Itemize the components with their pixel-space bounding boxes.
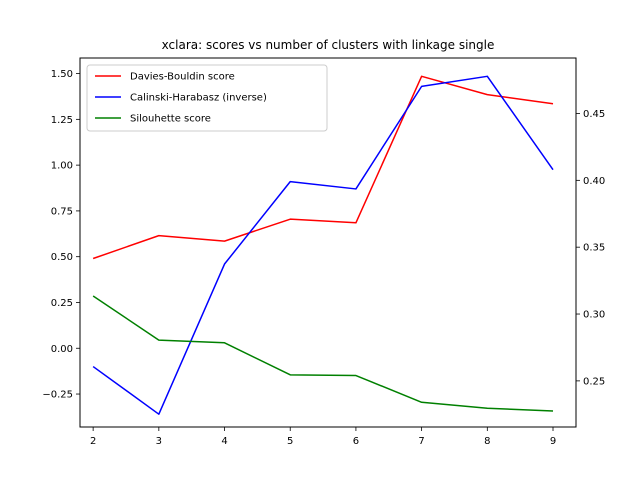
right-tick-label: 0.45: [583, 109, 605, 120]
legend-label: Davies-Bouldin score: [130, 72, 235, 83]
right-y-axis: 0.25 0.30 0.35 0.40 0.45: [576, 109, 605, 387]
left-tick-label: 1.50: [51, 69, 73, 80]
x-tick-label: 3: [156, 436, 162, 447]
legend: Davies-Bouldin score Calinski-Harabasz (i…: [86, 64, 328, 132]
legend-label: Silouhette score: [130, 114, 211, 125]
chart-title: xclara: scores vs number of clusters wit…: [162, 38, 495, 52]
right-tick-label: 0.35: [583, 243, 605, 254]
series-layer: [92, 75, 554, 415]
series-line-3: [92, 295, 554, 412]
left-tick-label: 1.25: [51, 115, 73, 126]
right-tick-label: 0.40: [583, 176, 605, 187]
plot-frame: [79, 57, 577, 428]
left-y-axis: −0.25 0.00 0.25 0.50 0.75 1.00 1.25 1.50: [42, 69, 80, 401]
x-tick-label: 5: [287, 436, 293, 447]
left-tick-label: 0.75: [51, 206, 73, 217]
x-tick-label: 8: [484, 436, 490, 447]
left-tick-label: 0.50: [51, 252, 73, 263]
x-tick-label: 4: [221, 436, 227, 447]
right-tick-label: 0.25: [583, 376, 605, 387]
x-tick-label: 6: [353, 436, 359, 447]
series-line-2: [92, 75, 554, 415]
left-tick-label: 0.00: [51, 344, 73, 355]
legend-box: [86, 64, 328, 132]
left-tick-label: 0.25: [51, 298, 73, 309]
left-tick-label: 1.00: [51, 161, 73, 172]
x-tick-label: 9: [550, 436, 556, 447]
x-tick-label: 7: [418, 436, 424, 447]
x-tick-label: 2: [90, 436, 96, 447]
legend-label: Calinski-Harabasz (inverse): [130, 93, 267, 104]
series-line-1: [92, 75, 554, 260]
right-tick-label: 0.30: [583, 310, 605, 321]
x-axis: 2 3 4 5 6 7 8 9: [90, 427, 556, 447]
left-tick-label: −0.25: [42, 390, 73, 401]
